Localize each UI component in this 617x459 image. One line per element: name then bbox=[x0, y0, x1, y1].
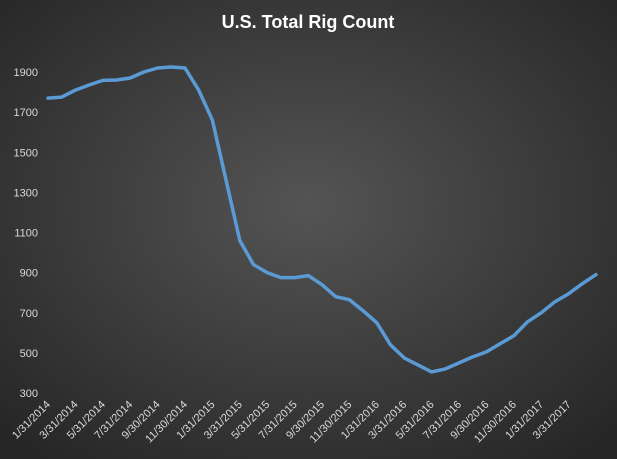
y-tick-label: 1700 bbox=[14, 107, 38, 119]
chart-title: U.S. Total Rig Count bbox=[222, 12, 395, 32]
y-tick-label: 1900 bbox=[14, 67, 38, 79]
y-tick-label: 1500 bbox=[14, 147, 38, 159]
line-series bbox=[46, 65, 598, 374]
y-tick-label: 700 bbox=[20, 308, 38, 320]
y-tick-label: 1300 bbox=[14, 187, 38, 199]
y-tick-label: 900 bbox=[20, 268, 38, 280]
y-tick-label: 1100 bbox=[14, 228, 38, 240]
y-tick-label: 500 bbox=[20, 348, 38, 360]
y-tick-label: 300 bbox=[20, 388, 38, 400]
